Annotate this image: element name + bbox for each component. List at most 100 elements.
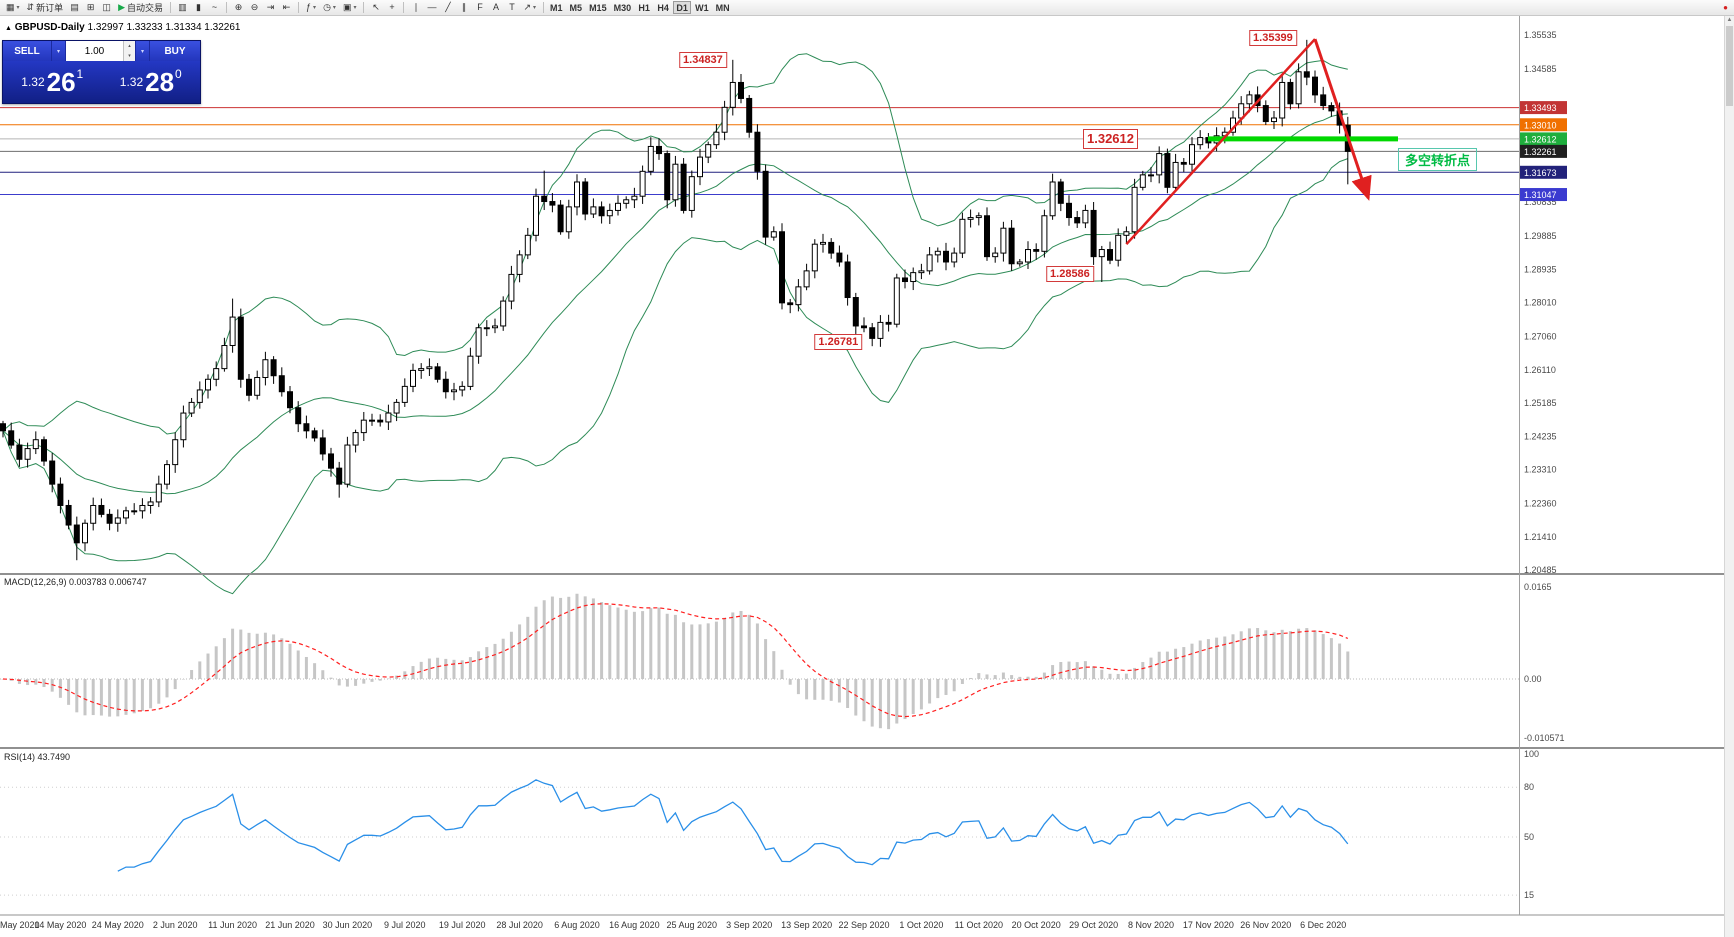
zoom-out-icon[interactable]: ⊖ [247,1,262,14]
cursor-icon[interactable]: ↖ [368,1,383,14]
trendline-icon[interactable]: ╱ [440,1,455,14]
candle [377,419,384,423]
market-watch-icon[interactable]: ▤ [67,1,82,14]
crosshair-icon-glyph: + [389,2,395,12]
horizontal-line-icon[interactable]: ― [424,1,439,14]
scrollbar-thumb[interactable] [1726,26,1733,106]
candle [1312,76,1318,96]
rsi-header: RSI(14) 43.7490 [4,752,71,762]
chart-shift-icon[interactable]: ⇤ [279,1,294,14]
scrollbar-up-icon[interactable]: ▲ [1726,17,1733,23]
buy-options-caret-icon[interactable]: ▾ [135,41,150,61]
chart-bars-icon[interactable]: ▥ [175,1,190,14]
svg-text:1.29885: 1.29885 [1524,231,1557,241]
crosshair-icon[interactable]: + [384,1,399,14]
volume-stepper[interactable]: 1.00 ▴ ▾ [66,41,135,61]
timeframe-m30[interactable]: M30 [611,1,635,14]
volume-down-icon[interactable]: ▾ [124,51,135,61]
candle [492,325,498,329]
indicators-button[interactable]: ƒ ▾ [303,1,319,14]
autotrade-button[interactable]: ▶ 自动交易 [115,1,166,14]
sell-options-caret-icon[interactable]: ▾ [51,41,66,61]
label-icon[interactable]: T [504,1,519,14]
new-chart-button[interactable]: ▦ ▾ [3,1,23,14]
periods-button[interactable]: ◷ ▾ [320,1,339,14]
svg-text:1.20485: 1.20485 [1524,565,1557,575]
candle [467,355,474,387]
auto-scroll-icon[interactable]: ⇥ [263,1,278,14]
timeframe-w1[interactable]: W1 [692,1,712,14]
timeframe-h1[interactable]: H1 [635,1,653,14]
chevron-down-icon: ▾ [332,5,336,11]
candle [688,176,695,211]
chart-candles-icon[interactable]: ▮ [191,1,206,14]
candle [418,368,425,371]
sell-price-big: 26 [46,67,76,97]
sell-price[interactable]: 1.32 26 1 [3,61,102,103]
candle [541,195,548,203]
candle [582,181,589,215]
svg-text:26 Nov 2020: 26 Nov 2020 [1240,920,1291,930]
arrows-icon[interactable]: ↗ ▾ [520,1,539,14]
candle [131,510,138,513]
candle [664,153,671,201]
candle [516,254,523,275]
price-label-tag[interactable]: 1.35399 [1249,29,1297,46]
chart-line-icon[interactable]: ~ [207,1,222,14]
new-order-button[interactable]: ⇵ 新订单 [24,1,67,14]
fibonacci-icon[interactable]: F [472,1,487,14]
sell-button[interactable]: SELL [3,41,51,61]
candle [360,419,367,434]
candle [65,504,72,526]
candle [524,234,531,256]
candle [8,430,15,446]
timeframe-m5[interactable]: M5 [567,1,586,14]
trend-line-up[interactable] [1125,38,1316,246]
zoom-in-icon[interactable]: ⊕ [231,1,246,14]
svg-text:9 Jul 2020: 9 Jul 2020 [384,920,426,930]
svg-text:1.32612: 1.32612 [1524,134,1557,144]
timeframe-d1[interactable]: D1 [673,1,692,14]
vertical-line-icon[interactable]: ∣ [408,1,423,14]
volume-up-icon[interactable]: ▴ [124,41,135,51]
price-label-tag[interactable]: 1.28586 [1046,266,1094,283]
buy-price-big: 28 [145,67,175,97]
zoom-in-icon-glyph: ⊕ [234,2,243,12]
trend-arrow-down[interactable] [1313,38,1372,201]
candle [885,321,892,325]
timeframe-h4[interactable]: H4 [654,1,672,14]
timeframe-mn[interactable]: MN [713,1,733,14]
candle [623,199,630,204]
volume-value[interactable]: 1.00 [84,45,105,57]
navigator-icon[interactable]: ◫ [99,1,114,14]
svg-text:20 Oct 2020: 20 Oct 2020 [1012,920,1061,930]
candle [565,206,572,233]
toolbar-buttons: ▦ ▾ ⇵ 新订单 ▤ ⊞ ◫ ▶ 自动交易 ▥ ▮ ~ ⊕ ⊖ ⇥ ⇤ ƒ ▾ ◷ ▾ ▣ ▾ ↖ + ∣ ― ╱ ∥ F A T ↗ ▾ [3,1,547,14]
timeframe-m15[interactable]: M15 [586,1,610,14]
price-label-tag[interactable]: 1.34837 [679,51,727,68]
svg-text:13 Sep 2020: 13 Sep 2020 [781,920,832,930]
price-label-tag[interactable]: 1.26781 [814,334,863,351]
candle [147,501,154,506]
buy-price[interactable]: 1.32 28 0 [102,61,201,103]
text-icon[interactable]: A [488,1,503,14]
templates-button[interactable]: ▣ ▾ [340,1,360,14]
timeframe-m1[interactable]: M1 [547,1,566,14]
data-window-icon[interactable]: ⊞ [83,1,98,14]
buy-button[interactable]: BUY [150,41,200,61]
candle [590,206,597,215]
chart-scrollbar[interactable]: ▲ [1724,16,1734,937]
candle [287,391,293,409]
svg-text:15: 15 [1524,890,1534,900]
timeframe-toolbar: M1 M5 M15 M30 H1 H4 D1 W1 MN [547,1,733,14]
svg-text:29 Oct 2020: 29 Oct 2020 [1069,920,1118,930]
record-icon[interactable]: ● [1723,2,1728,12]
channel-icon[interactable]: ∥ [456,1,471,14]
candle [533,195,539,236]
candle [401,385,408,403]
candle [836,252,843,263]
price-label-tag[interactable]: 1.32612 [1083,128,1138,149]
candle [1131,186,1138,233]
turning-point-label[interactable]: 多空转折点 [1398,147,1478,171]
